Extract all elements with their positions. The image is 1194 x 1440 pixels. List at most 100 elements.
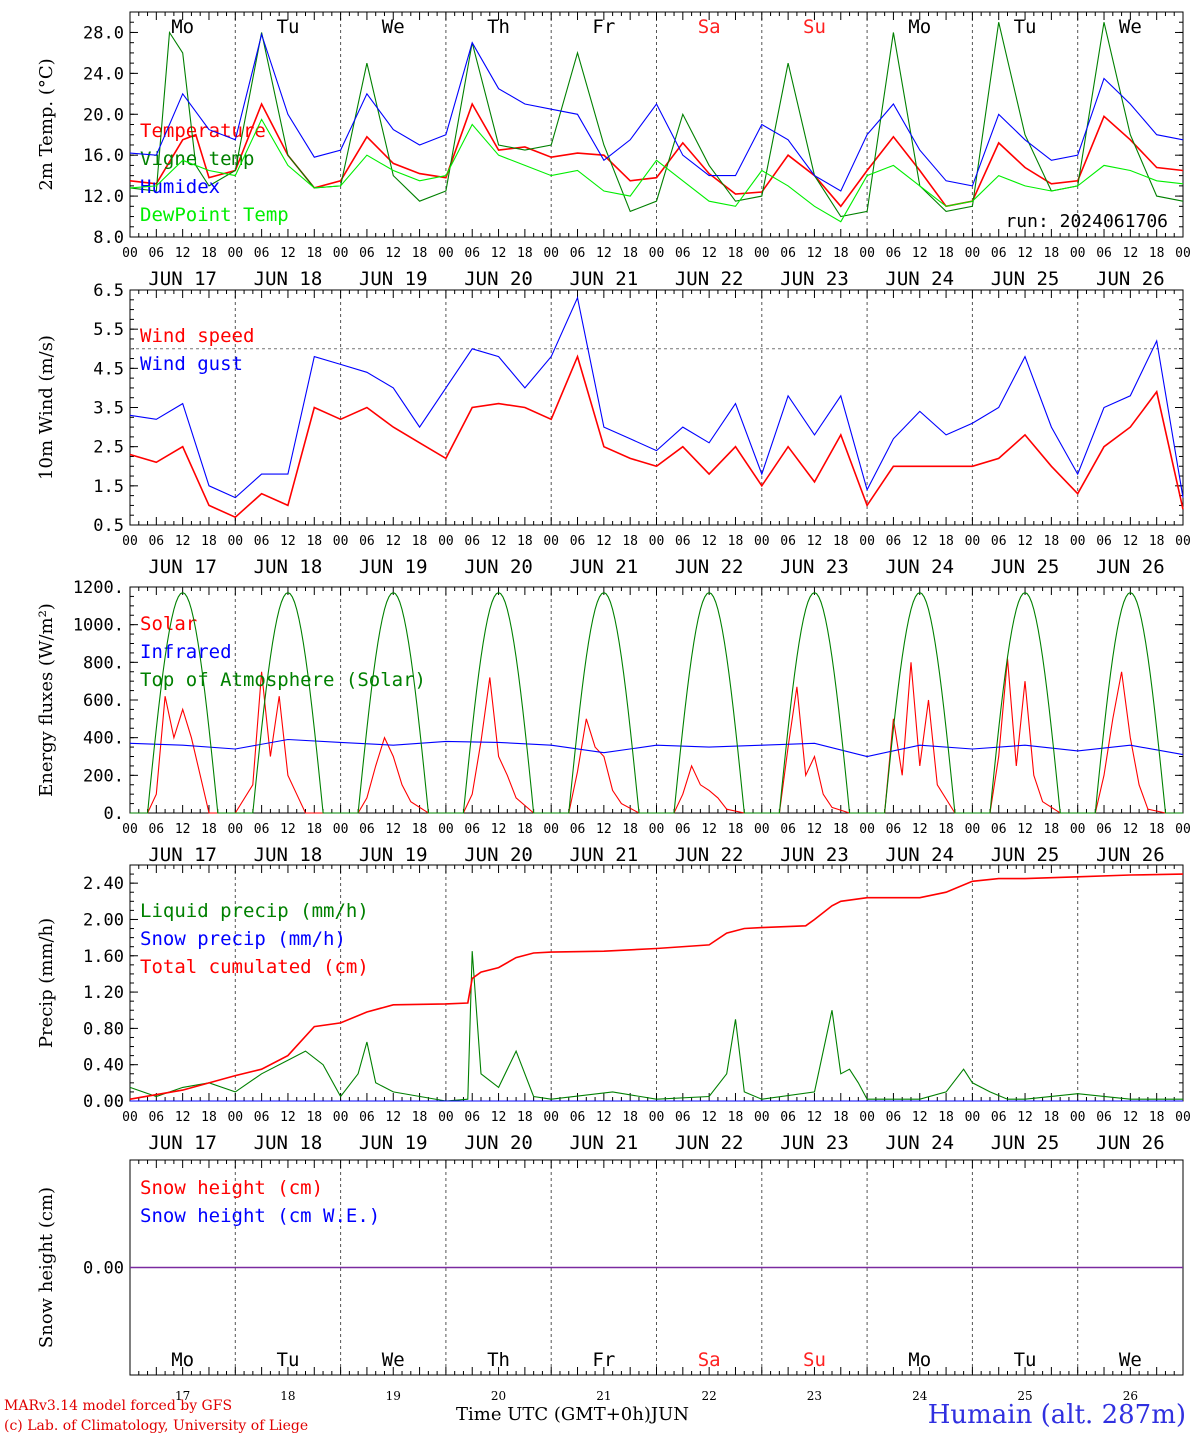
hour-tick-label: 00 (649, 1110, 665, 1125)
y-tick-label: 1.60 (83, 947, 124, 967)
hour-tick-label: 18 (1044, 246, 1060, 261)
series-line (129, 354, 1184, 519)
hour-tick-label: 06 (1096, 1110, 1112, 1125)
hour-tick-label: 12 (596, 1110, 612, 1125)
hour-tick-label: 00 (859, 1110, 875, 1125)
hour-tick-label: 18 (622, 534, 638, 549)
hour-tick-label: 18 (1149, 246, 1165, 261)
hour-tick-label: 18 (201, 246, 217, 261)
date-label: JUN 19 (359, 556, 428, 578)
hour-tick-label: 12 (175, 534, 191, 549)
y-tick-label: 12.0 (83, 187, 124, 207)
hour-tick-label: 12 (701, 1110, 717, 1125)
hour-tick-label: 12 (1123, 534, 1139, 549)
hour-tick-label: 18 (728, 534, 744, 549)
hour-tick-label: 06 (570, 534, 586, 549)
weekday-label-top: We (1119, 16, 1142, 38)
y-tick-label: 800. (83, 653, 124, 673)
hour-tick-label: 18 (622, 246, 638, 261)
date-label: JUN 22 (675, 844, 744, 866)
hour-tick-label: 12 (596, 822, 612, 837)
weekday-label-top: Su (803, 16, 826, 38)
hour-tick-label: 00 (649, 822, 665, 837)
day-number-label: 23 (807, 1389, 822, 1403)
y-tick-label: 2.00 (83, 910, 124, 930)
date-label: JUN 23 (780, 1132, 849, 1154)
hour-tick-label: 12 (1017, 1110, 1033, 1125)
hour-tick-label: 00 (122, 534, 138, 549)
hour-tick-label: 18 (622, 822, 638, 837)
date-label: JUN 24 (885, 268, 954, 290)
series-line (129, 118, 1184, 223)
legend-entry: Snow height (cm W.E.) (140, 1205, 380, 1227)
y-tick-label: 28.0 (83, 23, 124, 43)
hour-tick-label: 00 (965, 822, 981, 837)
hour-tick-label: 06 (464, 534, 480, 549)
hour-tick-label: 00 (965, 1110, 981, 1125)
hour-tick-label: 00 (1175, 246, 1191, 261)
hour-tick-label: 12 (385, 246, 401, 261)
date-label: JUN 26 (1096, 268, 1165, 290)
hour-tick-label: 18 (833, 246, 849, 261)
date-label: JUN 20 (464, 1132, 533, 1154)
weekday-label-bottom: Th (487, 1349, 510, 1371)
hour-tick-label: 00 (543, 1110, 559, 1125)
hour-tick-label: 18 (938, 822, 954, 837)
hour-tick-label: 18 (517, 534, 533, 549)
hour-tick-label: 06 (148, 246, 164, 261)
date-label: JUN 20 (464, 268, 533, 290)
hour-tick-label: 12 (912, 822, 928, 837)
hour-tick-label: 00 (649, 246, 665, 261)
hour-tick-label: 18 (412, 822, 428, 837)
weekday-label-top: Mo (908, 16, 931, 38)
hour-tick-label: 12 (280, 246, 296, 261)
date-label: JUN 26 (1096, 556, 1165, 578)
hour-tick-label: 06 (780, 822, 796, 837)
y-tick-label: 24.0 (83, 64, 124, 84)
weekday-label-bottom: Tu (277, 1349, 300, 1371)
hour-tick-label: 06 (254, 822, 270, 837)
hour-tick-label: 12 (385, 534, 401, 549)
hour-tick-label: 06 (991, 1110, 1007, 1125)
legend-entry: Humidex (140, 176, 220, 198)
hour-tick-label: 06 (464, 822, 480, 837)
hour-tick-label: 12 (1017, 246, 1033, 261)
hour-tick-label: 06 (464, 1110, 480, 1125)
hour-tick-label: 18 (1149, 1110, 1165, 1125)
hour-tick-label: 12 (175, 246, 191, 261)
y-tick-label: 20.0 (83, 105, 124, 125)
hour-tick-label: 12 (385, 822, 401, 837)
time-axis-text: Time UTC (GMT+0h) (456, 1404, 651, 1425)
hour-tick-label: 12 (491, 822, 507, 837)
y-tick-label: 16.0 (83, 146, 124, 166)
y-tick-label: 1200. (73, 578, 124, 598)
weekday-label-top: Mo (171, 16, 194, 38)
y-tick-label: 0. (104, 804, 124, 824)
hour-tick-label: 18 (622, 1110, 638, 1125)
hour-tick-label: 06 (675, 1110, 691, 1125)
run-annotation: run: 2024061706 (1005, 211, 1168, 232)
date-label: JUN 23 (780, 844, 849, 866)
y-tick-label: 200. (83, 766, 124, 786)
hour-tick-label: 12 (280, 822, 296, 837)
hour-tick-label: 18 (201, 822, 217, 837)
day-number-label: 26 (1123, 1389, 1138, 1403)
hour-tick-label: 12 (701, 246, 717, 261)
hour-tick-label: 00 (333, 246, 349, 261)
date-label: JUN 24 (885, 844, 954, 866)
hour-tick-label: 06 (780, 534, 796, 549)
hour-tick-label: 12 (807, 246, 823, 261)
hour-tick-label: 06 (148, 822, 164, 837)
y-axis-label: Precip (mm/h) (36, 918, 57, 1048)
y-tick-label: 0.5 (93, 516, 124, 536)
hour-tick-label: 12 (701, 534, 717, 549)
hour-tick-label: 18 (938, 534, 954, 549)
hour-tick-label: 18 (1149, 534, 1165, 549)
panel-4: 0.00 0.40 0.80 1.20 1.60 2.00 2.40 Precip (mm/h… (36, 864, 1191, 1154)
hour-tick-label: 06 (148, 534, 164, 549)
y-axis-label: 10m Wind (m/s) (36, 335, 57, 480)
hour-tick-label: 00 (754, 822, 770, 837)
hour-tick-label: 00 (333, 534, 349, 549)
hour-tick-label: 00 (543, 534, 559, 549)
